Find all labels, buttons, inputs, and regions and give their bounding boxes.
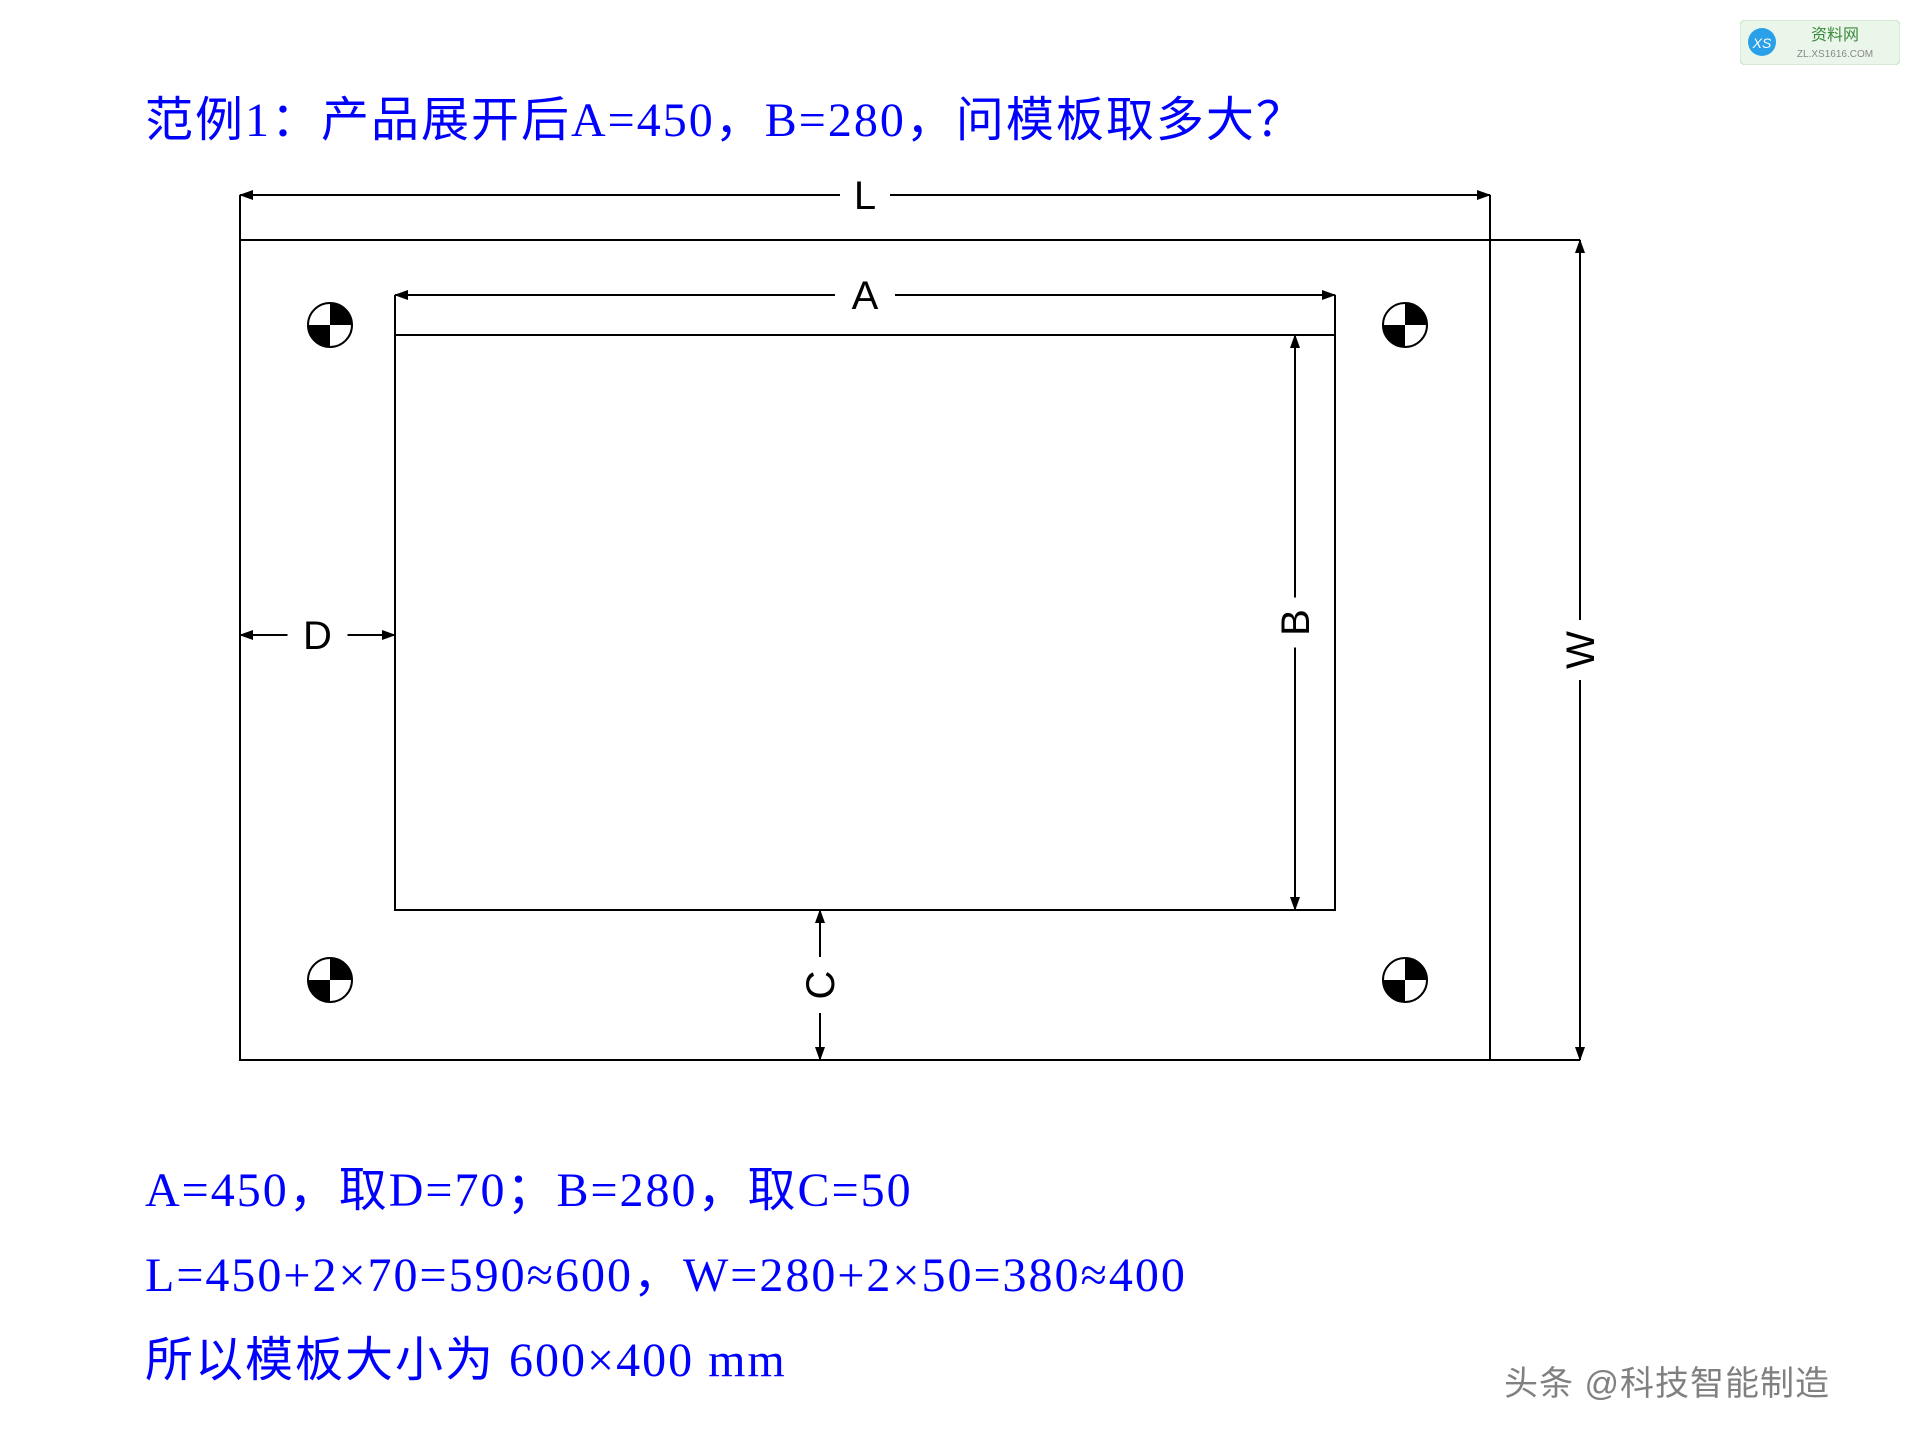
calc-line-2: L=450+2×70=590≈600，W=280+2×50=380≈400 [145, 1235, 1187, 1305]
site-watermark: XS 资料网 ZL.XS1616.COM [1740, 20, 1900, 65]
example-title: 范例1：产品展开后A=450，B=280，问模板取多大？ [145, 80, 1306, 150]
svg-text:XS: XS [1752, 35, 1772, 51]
svg-text:ZL.XS1616.COM: ZL.XS1616.COM [1797, 49, 1873, 60]
svg-text:C: C [799, 971, 843, 1000]
svg-text:D: D [303, 614, 332, 658]
svg-text:资料网: 资料网 [1811, 26, 1859, 44]
calc-line-3: 所以模板大小为 600×400 mm [145, 1320, 787, 1390]
template-diagram: L A D W B C [180, 160, 1680, 1110]
calc-line-1: A=450，取D=70；B=280，取C=50 [145, 1150, 913, 1220]
footer-attribution: 头条 @科技智能制造 [1504, 1356, 1830, 1405]
svg-text:W: W [1559, 631, 1603, 669]
svg-text:L: L [854, 174, 876, 218]
svg-text:A: A [852, 274, 879, 318]
svg-text:B: B [1274, 609, 1318, 636]
